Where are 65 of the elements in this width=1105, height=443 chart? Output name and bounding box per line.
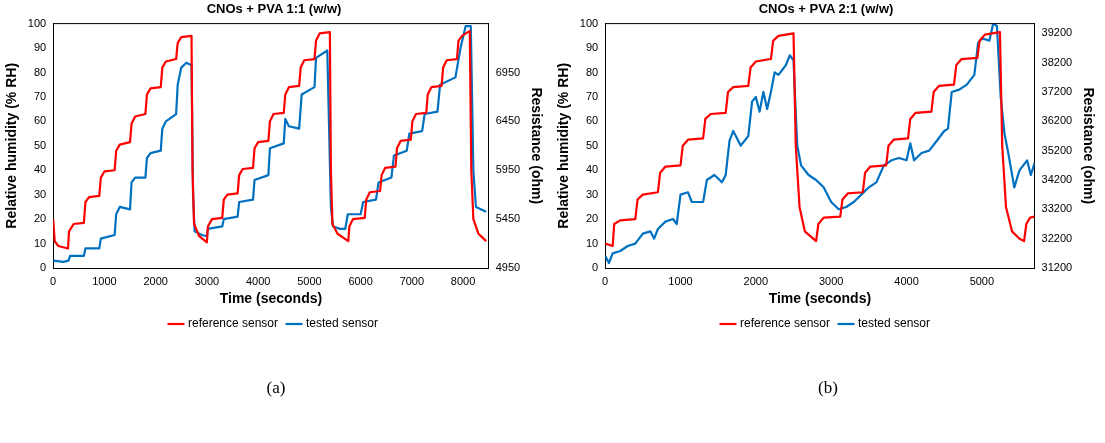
y2-tick-label: 6950 bbox=[495, 65, 521, 78]
y-tick-label: 80 bbox=[585, 65, 599, 78]
text: (a) bbox=[265, 378, 287, 398]
x-tick-label: 0 bbox=[602, 274, 609, 287]
y-axis-title: Relative humidity (% RH) bbox=[3, 62, 20, 229]
y2-tick-label: 5950 bbox=[495, 163, 521, 176]
x-tick-label: 8000 bbox=[450, 274, 476, 287]
y2-tick-label: 36200 bbox=[1041, 114, 1073, 127]
y-tick-label: 20 bbox=[33, 212, 47, 225]
legend-label: tested sensor bbox=[306, 316, 379, 331]
x-tick-label: 5000 bbox=[297, 274, 322, 287]
y2-tick-label: 6450 bbox=[495, 114, 521, 127]
y-tick-label: 0 bbox=[592, 261, 599, 274]
y2-tick-label: 37200 bbox=[1041, 84, 1073, 97]
text: (b) bbox=[817, 378, 839, 398]
y-tick-label: 60 bbox=[33, 114, 47, 127]
legend-label: reference sensor bbox=[739, 316, 831, 331]
x-tick-label: 7000 bbox=[399, 274, 425, 287]
y2-tick-label: 4950 bbox=[495, 261, 521, 274]
legend-label: reference sensor bbox=[187, 316, 279, 331]
x-tick-label: 4000 bbox=[894, 274, 919, 287]
x-tick-label: 2000 bbox=[143, 274, 168, 287]
y-axis-title: Relative humidity (% RH) bbox=[555, 62, 572, 229]
x-tick-label: 3000 bbox=[194, 274, 220, 287]
y-tick-label: 30 bbox=[585, 187, 599, 200]
y2-tick-label: 31200 bbox=[1041, 261, 1073, 274]
y2-tick-label: 35200 bbox=[1041, 143, 1073, 156]
y-tick-label: 60 bbox=[585, 114, 599, 127]
y-tick-label: 10 bbox=[33, 236, 47, 249]
x-tick-label: 2000 bbox=[743, 274, 769, 287]
y-tick-label: 40 bbox=[585, 163, 599, 176]
x-tick-label: 3000 bbox=[818, 274, 844, 287]
x-tick-label: 6000 bbox=[348, 274, 373, 287]
x-axis-title: Time (seconds) bbox=[768, 290, 872, 307]
y-tick-label: 40 bbox=[33, 163, 47, 176]
y-tick-label: 70 bbox=[585, 89, 599, 102]
y-tick-label: 100 bbox=[27, 16, 47, 29]
x-tick-label: 5000 bbox=[969, 274, 995, 287]
y2-tick-label: 39200 bbox=[1041, 26, 1073, 39]
chart-title: CNOs + PVA 1:1 (w/w) bbox=[206, 1, 342, 17]
y2-tick-label: 33200 bbox=[1041, 202, 1073, 215]
y-tick-label: 80 bbox=[33, 65, 47, 78]
y-tick-label: 70 bbox=[33, 89, 47, 102]
y-tick-label: 90 bbox=[585, 41, 599, 54]
y-tick-label: 10 bbox=[585, 236, 599, 249]
y-tick-label: 90 bbox=[33, 41, 47, 54]
y-tick-label: 100 bbox=[579, 16, 599, 29]
y2-axis-title: Resistance (ohm) bbox=[1080, 87, 1097, 205]
y2-tick-label: 38200 bbox=[1041, 55, 1073, 68]
y-tick-label: 30 bbox=[33, 187, 47, 200]
x-tick-label: 1000 bbox=[668, 274, 693, 287]
y-tick-label: 0 bbox=[40, 261, 47, 274]
y2-tick-label: 34200 bbox=[1041, 173, 1073, 186]
x-tick-label: 1000 bbox=[92, 274, 117, 287]
legend-label: tested sensor bbox=[858, 316, 931, 331]
x-tick-label: 0 bbox=[50, 274, 57, 287]
x-tick-label: 4000 bbox=[245, 274, 271, 287]
y2-axis-title: Resistance (ohm) bbox=[528, 87, 545, 205]
y2-tick-label: 32200 bbox=[1041, 231, 1073, 244]
y-tick-label: 50 bbox=[585, 138, 599, 151]
x-axis-title: Time (seconds) bbox=[219, 290, 323, 307]
y-tick-label: 20 bbox=[585, 212, 599, 225]
y2-tick-label: 5450 bbox=[495, 212, 521, 225]
y-tick-label: 50 bbox=[33, 138, 47, 151]
chart-title: CNOs + PVA 2:1 (w/w) bbox=[758, 1, 894, 17]
